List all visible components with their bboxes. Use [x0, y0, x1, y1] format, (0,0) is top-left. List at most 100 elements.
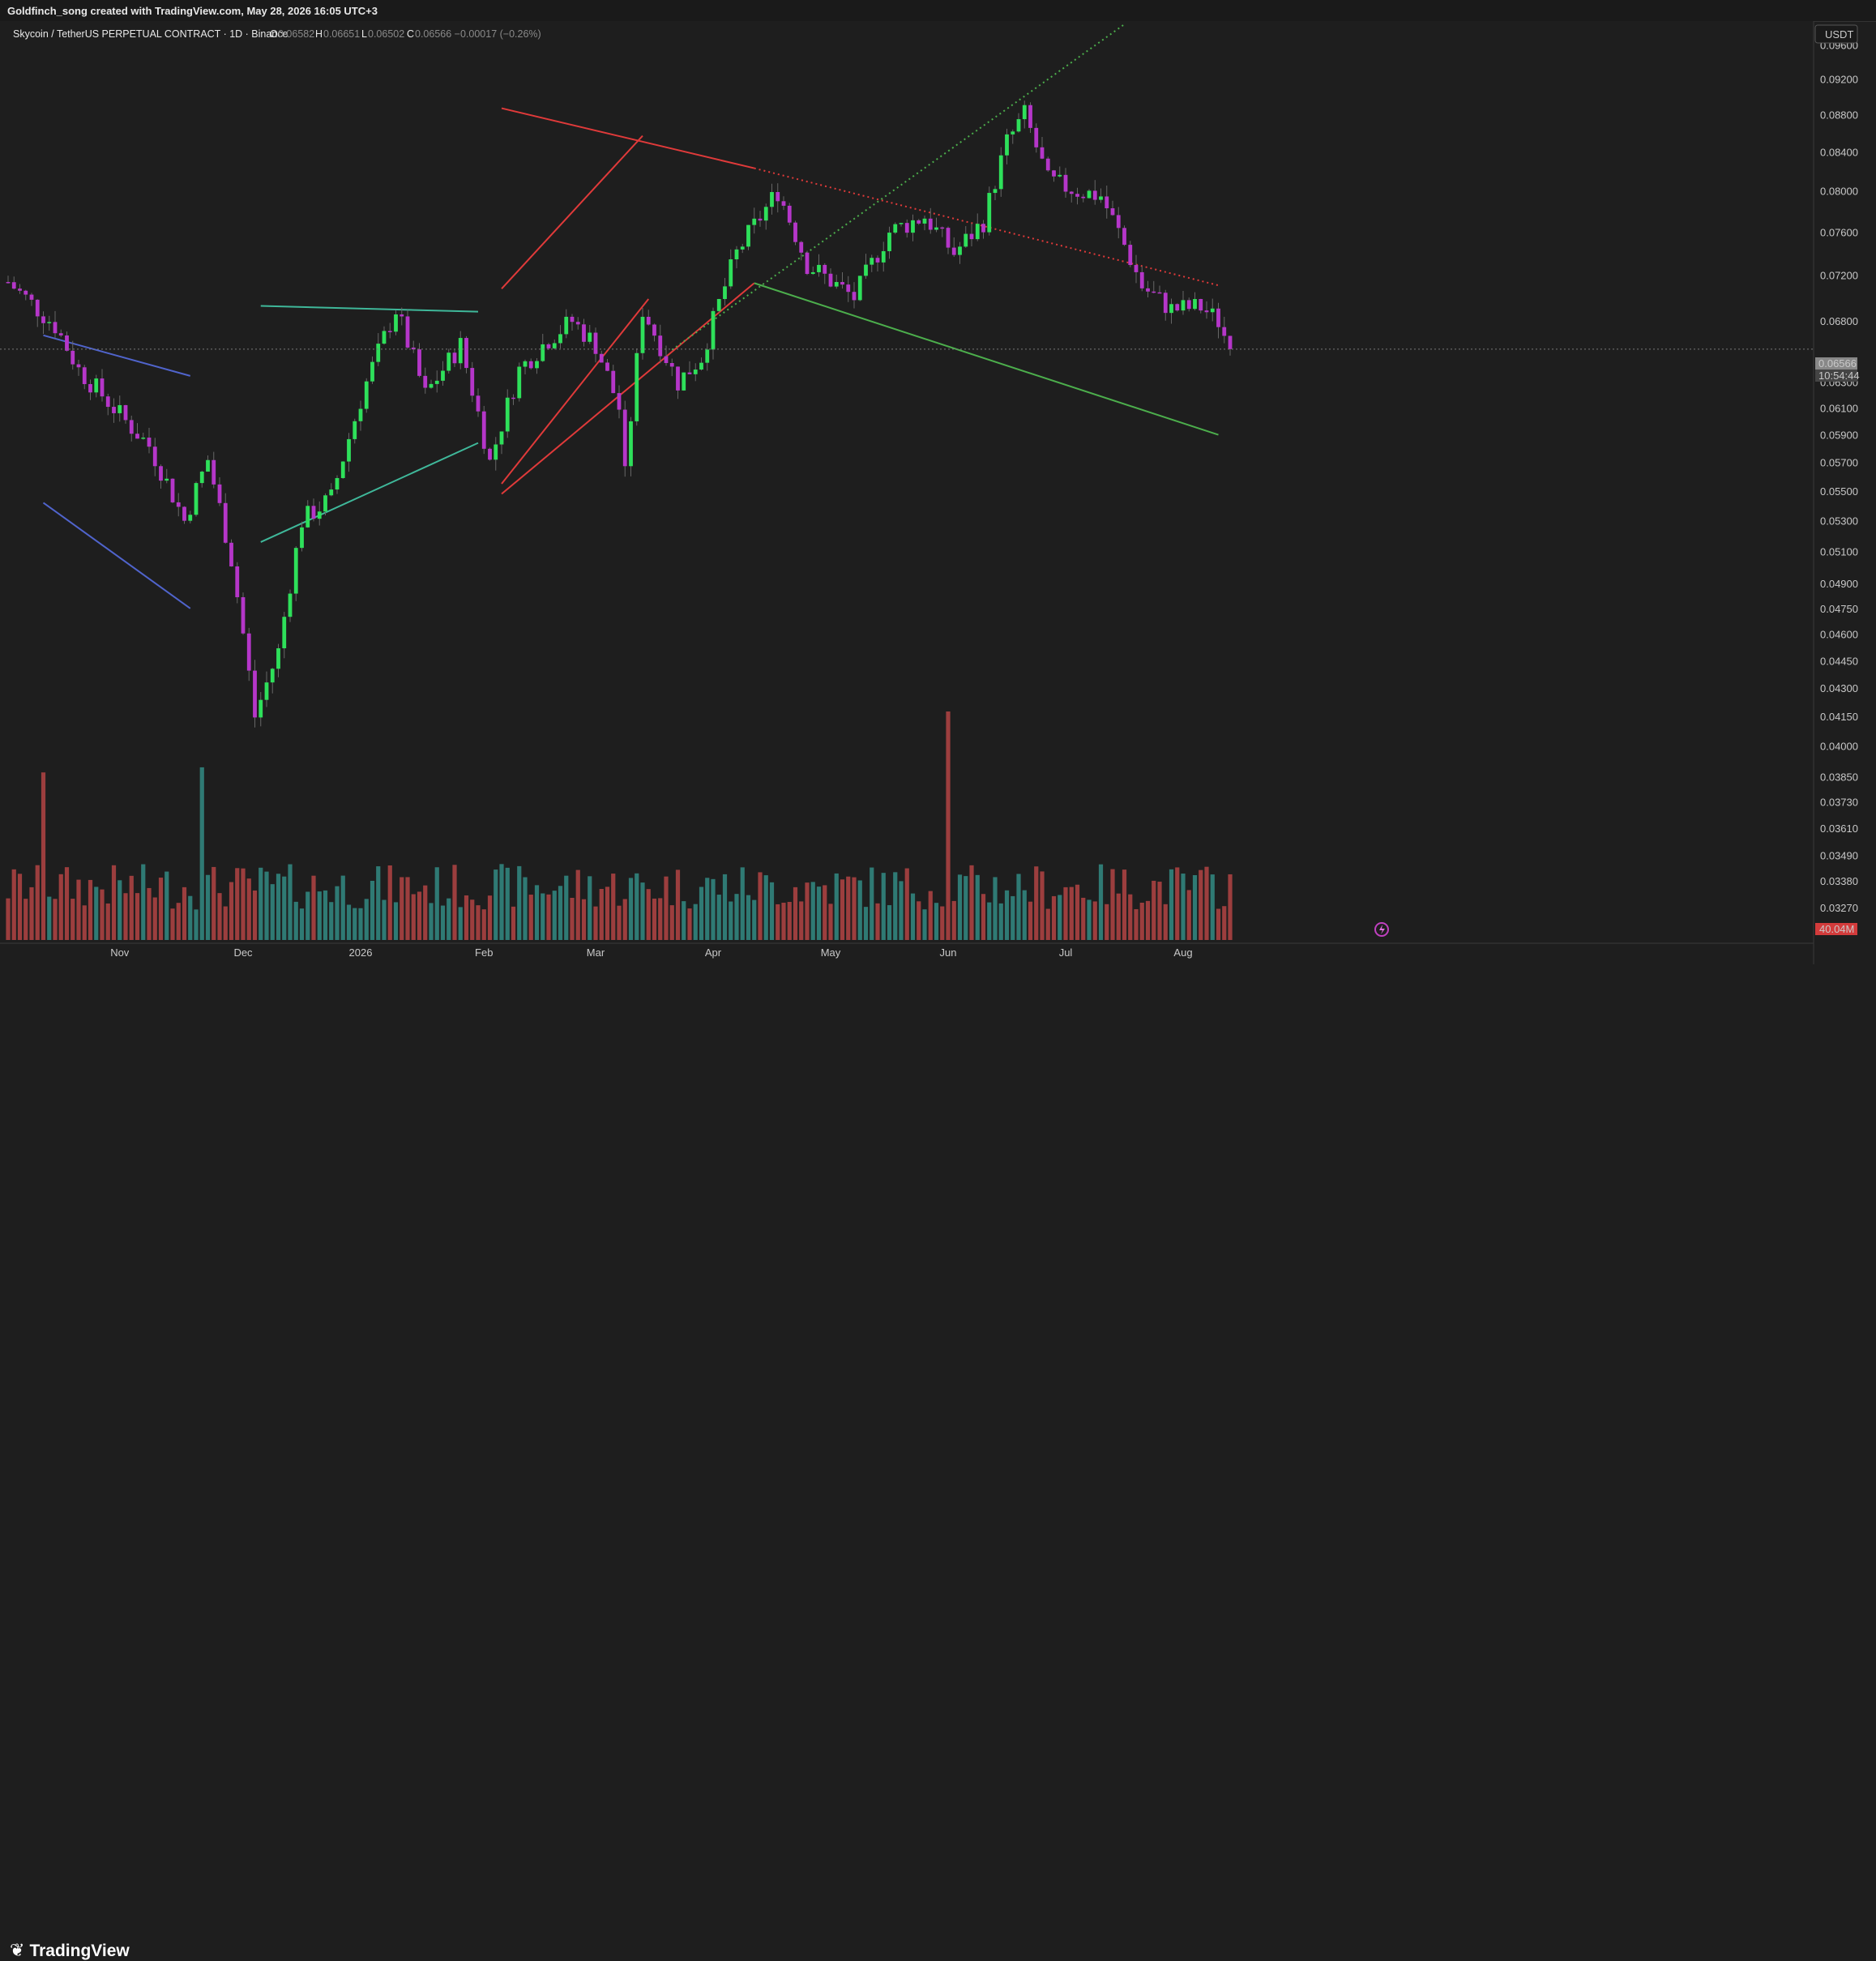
volume-bar: [1063, 887, 1068, 940]
candle-body: [946, 228, 951, 248]
volume-bar: [881, 873, 886, 940]
volume-bar: [1011, 895, 1015, 940]
price-tick-label: 0.04300: [1820, 682, 1858, 694]
price-tick-label: 0.03270: [1820, 902, 1858, 914]
price-tick-label: 0.04150: [1820, 711, 1858, 723]
volume-bar: [575, 869, 580, 940]
volume-bar: [1163, 904, 1168, 940]
volume-bar: [158, 878, 164, 940]
volume-bar: [88, 879, 93, 940]
high-label: H: [315, 28, 323, 40]
volume-bar: [176, 903, 181, 940]
volume-bar: [194, 909, 199, 940]
tradingview-logo[interactable]: ❦ TradingView: [10, 1941, 130, 1961]
candle-body: [740, 246, 745, 250]
candle-body: [535, 361, 539, 369]
candle-body: [1128, 245, 1133, 266]
candle-body: [217, 484, 222, 503]
candle-body: [1222, 327, 1227, 336]
volume-bar: [440, 905, 446, 940]
close-value: 0.06566 −0.00017 (−0.26%): [415, 28, 541, 40]
price-tick-label: 0.08800: [1820, 109, 1858, 121]
candle-body: [699, 362, 703, 370]
candle-body: [857, 276, 862, 301]
candle-body: [47, 322, 52, 323]
candle-body: [1134, 265, 1139, 272]
volume-bar: [964, 876, 968, 940]
candle-body: [617, 393, 622, 410]
volume-bar: [135, 893, 140, 940]
volume-bar: [857, 880, 862, 940]
volume-bar: [458, 907, 463, 940]
candle-body: [828, 273, 833, 287]
long-resistance: [501, 107, 754, 169]
volume-bar: [293, 901, 298, 940]
candle-body: [958, 246, 962, 255]
price-tick-label: 0.05500: [1820, 485, 1858, 498]
volume-bar: [611, 874, 616, 940]
volume-bar: [53, 899, 58, 940]
volume-bar: [940, 906, 945, 940]
price-tick-label: 0.07600: [1820, 226, 1858, 238]
volume-bar: [705, 878, 710, 940]
volume-bar: [199, 767, 204, 940]
volume-bar: [763, 875, 768, 940]
volume-bar: [317, 891, 322, 940]
volume-bar: [1204, 866, 1209, 940]
volume-bar: [111, 865, 117, 940]
price-tick-label: 0.08400: [1820, 146, 1858, 158]
lightning-glyph: [1379, 925, 1385, 934]
candle-body: [1087, 190, 1092, 199]
candle-body: [758, 218, 763, 221]
candle-body: [1034, 127, 1039, 147]
candle-body: [928, 218, 933, 230]
candle-body: [1092, 190, 1097, 200]
volume-bar: [1034, 866, 1039, 940]
candle-body: [1157, 292, 1162, 294]
lightning-icon[interactable]: [1374, 922, 1389, 937]
candle-body: [1022, 105, 1027, 120]
candle-body: [852, 292, 857, 301]
volume-bar: [998, 903, 1003, 940]
candle-body: [24, 290, 28, 295]
descending-channel-bottom: [42, 502, 191, 609]
time-tick-label: Apr: [705, 946, 722, 959]
price-chart[interactable]: 0.096000.092000.088000.084000.080000.076…: [0, 0, 1876, 964]
candle-body: [323, 495, 327, 512]
candle-body: [787, 205, 792, 223]
candle-body: [1075, 194, 1079, 197]
volume-bar: [957, 874, 963, 940]
volume-bar: [981, 894, 986, 940]
volume-bar: [58, 874, 63, 940]
candle-body: [182, 506, 186, 521]
volume-bar: [1128, 894, 1133, 940]
candle-body: [1175, 304, 1180, 311]
candle-body: [387, 331, 392, 332]
volume-bar: [212, 866, 216, 940]
time-tick-label: Feb: [475, 946, 493, 959]
volume-bar: [123, 893, 128, 940]
volume-bar: [1092, 901, 1097, 940]
candle-body: [599, 353, 604, 363]
candle-body: [76, 364, 81, 368]
candle-body: [317, 511, 322, 519]
candle-body: [864, 264, 868, 276]
volume-bar: [646, 889, 651, 940]
volume-bar: [35, 865, 40, 940]
candle-body: [452, 352, 457, 364]
candle-body: [282, 617, 287, 649]
candle-body: [246, 633, 251, 671]
candle-body: [29, 294, 34, 300]
volume-bar: [17, 874, 23, 940]
candle-body: [194, 483, 199, 515]
volume-bar: [329, 902, 334, 940]
rising-channel-top: [501, 135, 643, 290]
candle-body: [476, 395, 481, 412]
price-tick-label: 0.09200: [1820, 73, 1858, 85]
countdown-tag: [1815, 370, 1857, 382]
currency-button[interactable]: [1814, 24, 1858, 44]
volume-bar: [546, 894, 551, 940]
volume-bar: [346, 904, 352, 940]
volume-bar: [487, 895, 493, 940]
candle-body: [358, 408, 363, 421]
